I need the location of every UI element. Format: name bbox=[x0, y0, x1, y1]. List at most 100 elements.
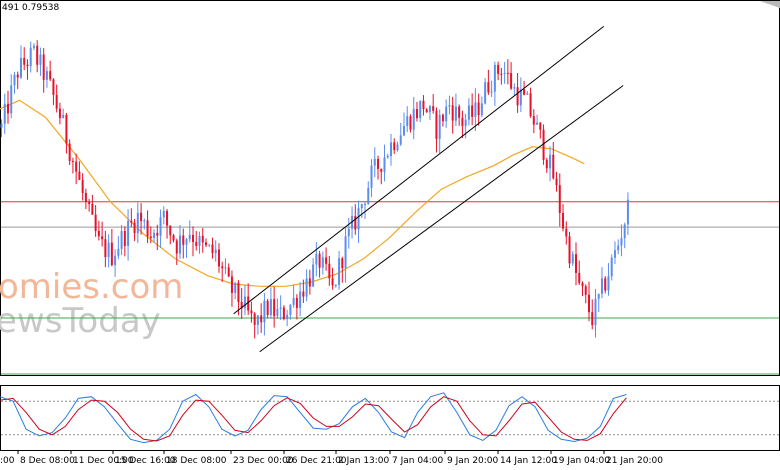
candle-body bbox=[484, 82, 487, 104]
candle-body bbox=[432, 106, 435, 111]
stochastic-lines bbox=[0, 392, 779, 444]
candle-body bbox=[253, 313, 256, 325]
candle-body bbox=[542, 129, 545, 160]
x-tick-label: 9 Jan 20:00 bbox=[447, 456, 499, 466]
candle-body bbox=[101, 236, 104, 240]
candle-body bbox=[321, 257, 324, 268]
candle-body bbox=[26, 64, 29, 67]
watermark-line-2: ewsToday bbox=[0, 301, 161, 341]
candle-body bbox=[65, 114, 68, 144]
candle-body bbox=[519, 89, 522, 106]
candle-body bbox=[286, 314, 289, 320]
candle-body bbox=[565, 228, 568, 237]
candle-body bbox=[406, 116, 409, 127]
candle-body bbox=[597, 293, 600, 299]
candle-body bbox=[568, 236, 571, 264]
candle-body bbox=[493, 64, 496, 92]
candle-body bbox=[526, 93, 529, 95]
candle-body bbox=[107, 242, 110, 258]
candle-body bbox=[55, 94, 58, 109]
candle-body bbox=[39, 54, 42, 65]
candle-body bbox=[88, 201, 91, 204]
candle-body bbox=[62, 114, 65, 119]
candle-body bbox=[594, 298, 597, 326]
candle-body bbox=[562, 212, 565, 229]
candle-body bbox=[120, 230, 123, 249]
stochastic-main-line bbox=[0, 392, 627, 444]
candle-body bbox=[123, 230, 126, 246]
candle-body bbox=[555, 178, 558, 186]
candle-body bbox=[613, 250, 616, 258]
candle-body bbox=[97, 230, 100, 237]
ohlc-header: 491 0.79538 bbox=[2, 3, 60, 13]
candle-body bbox=[377, 158, 380, 169]
candle-body bbox=[49, 71, 52, 80]
candle-body bbox=[409, 116, 412, 130]
x-tick-label: :00 bbox=[0, 456, 15, 466]
candle-body bbox=[204, 242, 207, 246]
x-tick-label: 21 Jan 20:00 bbox=[606, 456, 663, 466]
candle-body bbox=[344, 236, 347, 269]
candle-body bbox=[578, 272, 581, 283]
candle-body bbox=[604, 278, 607, 291]
candle-body bbox=[617, 245, 620, 251]
candle-body bbox=[386, 155, 389, 158]
candle-body bbox=[240, 302, 243, 309]
candle-body bbox=[182, 235, 185, 245]
candle-body bbox=[380, 168, 383, 172]
candle-body bbox=[325, 257, 328, 264]
candle-body bbox=[159, 217, 162, 236]
moving-average-line bbox=[0, 99, 585, 287]
candle-body bbox=[140, 212, 143, 222]
candle-body bbox=[162, 211, 165, 218]
candle-body bbox=[201, 235, 204, 243]
candle-body bbox=[75, 161, 78, 172]
candle-body bbox=[292, 297, 295, 305]
x-tick-label: 2 Jan 13:00 bbox=[338, 456, 390, 466]
candle-body bbox=[302, 291, 305, 297]
candle-body bbox=[192, 234, 195, 242]
candle-body bbox=[610, 257, 613, 277]
candle-body bbox=[289, 304, 292, 315]
x-tick-label: 8 Dec 08:00 bbox=[20, 456, 75, 466]
x-tick-label: 14 Jan 12:00 bbox=[500, 456, 557, 466]
candle-body bbox=[516, 87, 519, 106]
stochastic-signal-line bbox=[0, 396, 627, 442]
candle-body bbox=[260, 315, 263, 323]
candle-body bbox=[331, 278, 334, 286]
candle-body bbox=[263, 300, 266, 323]
price-panel-frame bbox=[0, 0, 780, 376]
candle-body bbox=[480, 103, 483, 116]
candle-body bbox=[428, 106, 431, 113]
candle-body bbox=[315, 253, 318, 265]
candle-body bbox=[312, 264, 315, 287]
candle-body bbox=[237, 282, 240, 303]
candle-body bbox=[422, 100, 425, 110]
candle-body bbox=[247, 296, 250, 311]
candle-body bbox=[357, 208, 360, 230]
candle-body bbox=[214, 249, 217, 254]
candle-body bbox=[195, 241, 198, 247]
candle-body bbox=[84, 192, 87, 202]
candle-body bbox=[383, 157, 386, 172]
candle-body bbox=[156, 232, 159, 236]
candle-body bbox=[354, 215, 357, 230]
candle-body bbox=[114, 255, 117, 266]
candle-body bbox=[500, 73, 503, 75]
candle-body bbox=[536, 122, 539, 125]
candle-body bbox=[36, 45, 39, 65]
candle-body bbox=[269, 299, 272, 315]
candle-body bbox=[513, 87, 516, 89]
candle-body bbox=[308, 278, 311, 287]
candle-body bbox=[412, 109, 415, 130]
candle-body bbox=[32, 45, 35, 48]
candle-body bbox=[6, 103, 9, 114]
candle-body bbox=[532, 116, 535, 125]
candle-body bbox=[445, 106, 448, 122]
candle-body bbox=[451, 105, 454, 121]
trend-channel bbox=[233, 25, 624, 353]
candle-body bbox=[188, 234, 191, 240]
candle-body bbox=[373, 158, 376, 166]
candle-body bbox=[227, 267, 230, 277]
